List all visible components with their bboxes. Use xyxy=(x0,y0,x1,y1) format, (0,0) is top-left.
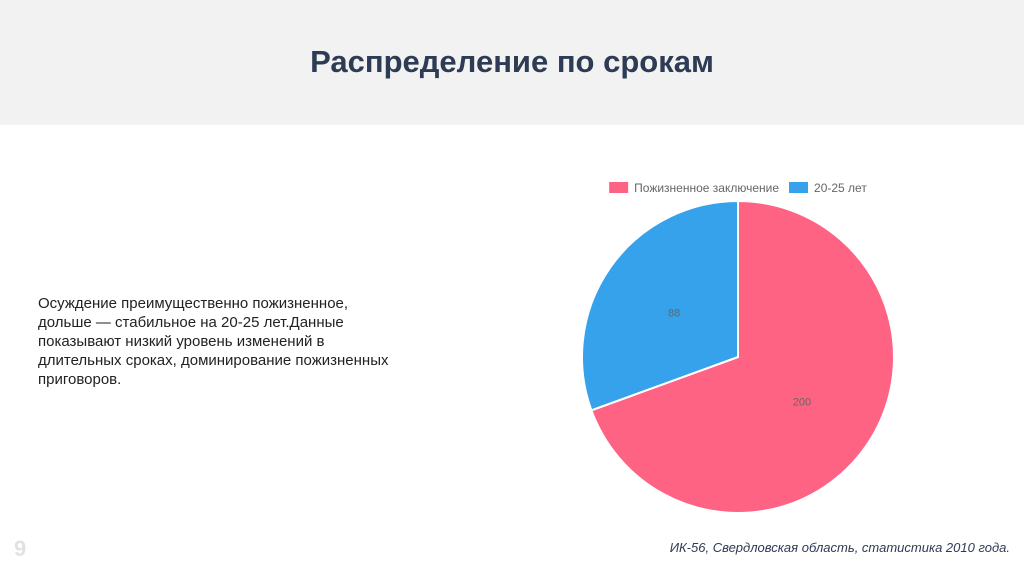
page-number: 9 xyxy=(14,536,27,561)
legend-item-1[interactable]: Пожизненное заключение xyxy=(609,181,779,195)
pie-slice-2 xyxy=(581,199,739,412)
page-title: Распределение по срокам xyxy=(310,44,714,79)
chart-legend: Пожизненное заключение 20-25 лет xyxy=(609,181,867,195)
header-band xyxy=(0,0,1024,125)
pie-value-label-2: 88 xyxy=(668,307,680,319)
pie-slices xyxy=(581,199,895,514)
legend-swatch-1 xyxy=(609,182,629,193)
pie-value-label-1: 200 xyxy=(793,397,811,409)
legend-label-2: 20-25 лет xyxy=(814,181,867,195)
legend-label-1: Пожизненное заключение xyxy=(634,181,779,195)
legend-item-2[interactable]: 20-25 лет xyxy=(789,181,867,195)
legend-swatch-2 xyxy=(789,182,809,193)
pie-data-labels: 200 88 xyxy=(668,307,811,408)
description-text: Осуждение преимущественно пожизненное, д… xyxy=(38,295,389,388)
source-footnote: ИК-56, Свердловская область, статистика … xyxy=(669,540,1010,555)
pie-chart: Пожизненное заключение 20-25 лет 200 88 xyxy=(581,181,895,514)
pie-slice-1 xyxy=(590,199,895,514)
